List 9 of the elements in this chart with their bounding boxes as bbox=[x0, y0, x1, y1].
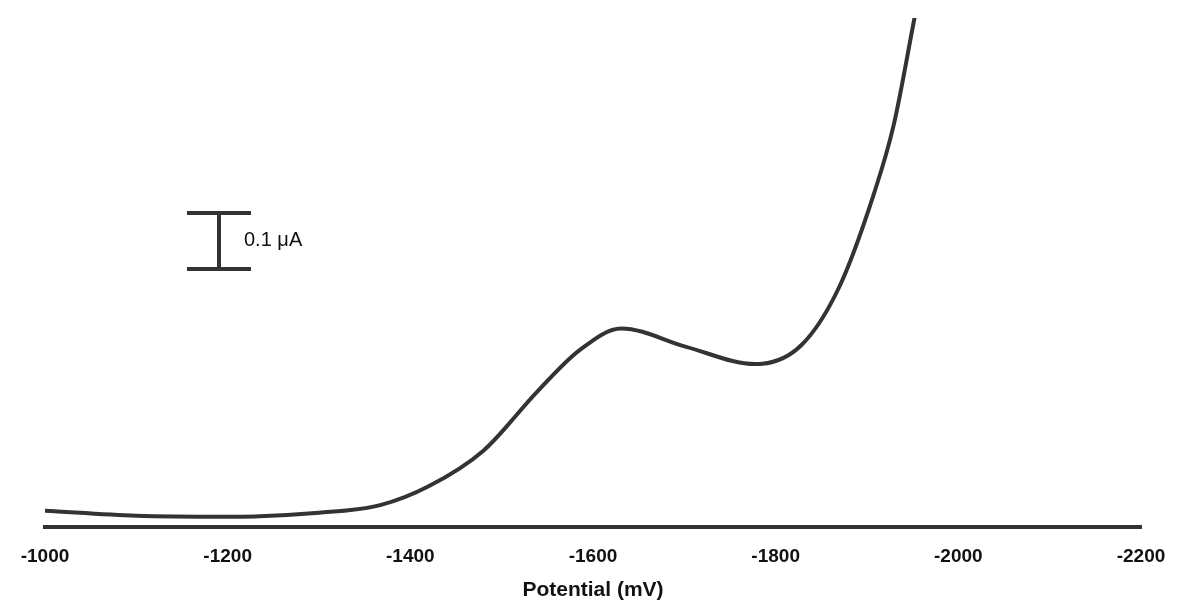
annotation: 0.1 μA bbox=[244, 228, 303, 251]
x-tick-label: -1400 bbox=[386, 544, 435, 566]
x-axis-title: Potential (mV) bbox=[522, 577, 664, 601]
x-tick-label: -1000 bbox=[20, 544, 70, 566]
x-tick-label: -2200 bbox=[1116, 544, 1166, 566]
x-tick-label: -2000 bbox=[934, 544, 983, 566]
x-tick-label: -1200 bbox=[203, 544, 252, 566]
x-tick-label: -1600 bbox=[568, 544, 618, 566]
x-tick-label: -1800 bbox=[751, 544, 800, 566]
